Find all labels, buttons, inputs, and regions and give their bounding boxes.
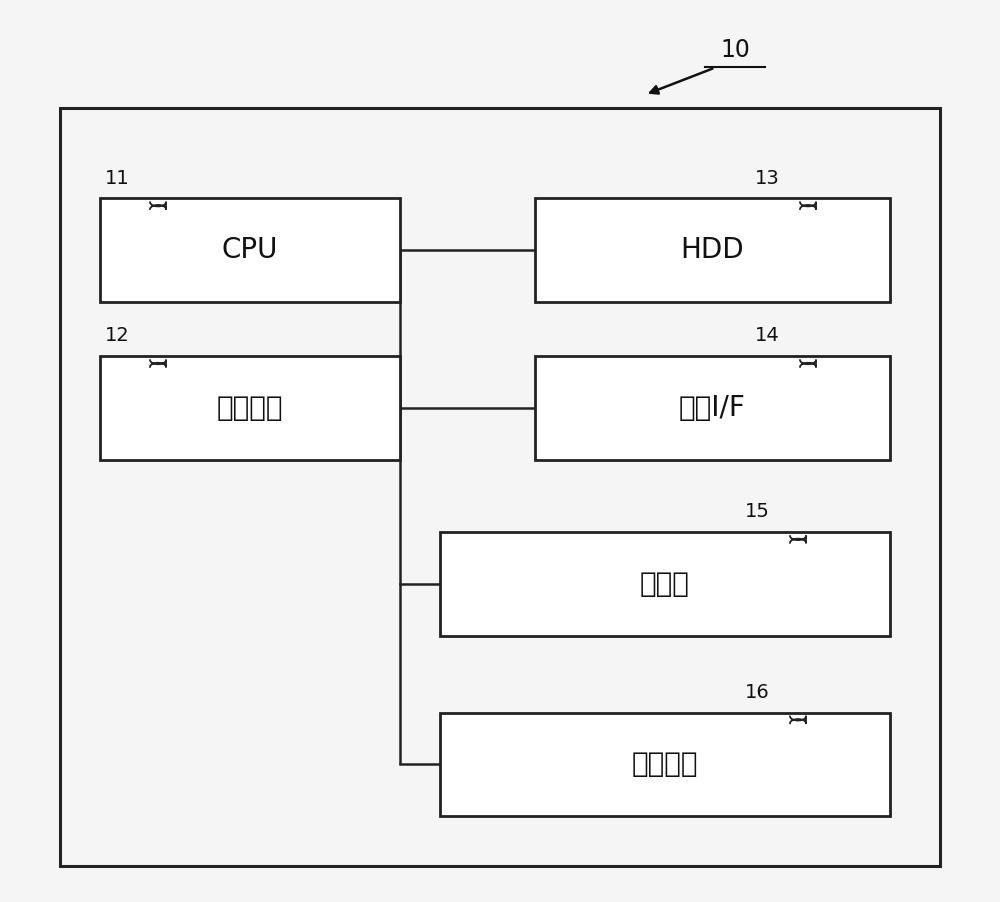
- Text: 通信I/F: 通信I/F: [679, 394, 746, 422]
- Text: 16: 16: [745, 683, 770, 702]
- Text: 主存储器: 主存储器: [217, 394, 283, 422]
- Text: 13: 13: [755, 169, 780, 188]
- Text: HDD: HDD: [681, 236, 744, 264]
- Text: CPU: CPU: [222, 236, 278, 264]
- Text: 11: 11: [105, 169, 130, 188]
- Text: 10: 10: [720, 38, 750, 61]
- Text: 输入装置: 输入装置: [632, 750, 698, 778]
- Text: 14: 14: [755, 327, 780, 345]
- Bar: [100, 356, 400, 460]
- Text: 12: 12: [105, 327, 130, 345]
- Bar: [535, 198, 890, 302]
- Bar: [440, 532, 890, 636]
- Bar: [100, 198, 400, 302]
- Bar: [535, 356, 890, 460]
- Text: 监视器: 监视器: [640, 570, 690, 598]
- Text: 15: 15: [745, 502, 770, 521]
- Bar: [60, 108, 940, 866]
- Bar: [440, 713, 890, 816]
